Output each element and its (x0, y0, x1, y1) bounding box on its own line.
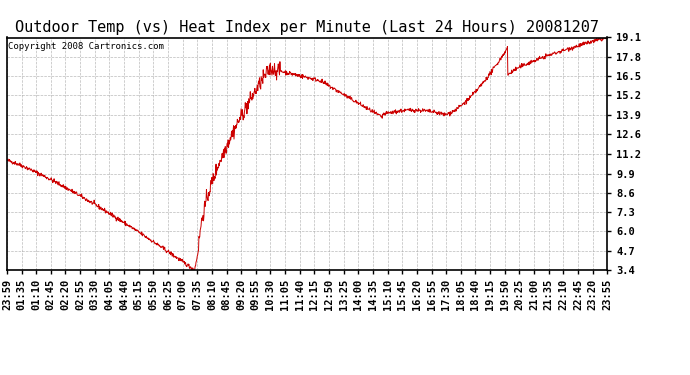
Title: Outdoor Temp (vs) Heat Index per Minute (Last 24 Hours) 20081207: Outdoor Temp (vs) Heat Index per Minute … (15, 20, 599, 35)
Text: Copyright 2008 Cartronics.com: Copyright 2008 Cartronics.com (8, 42, 164, 51)
